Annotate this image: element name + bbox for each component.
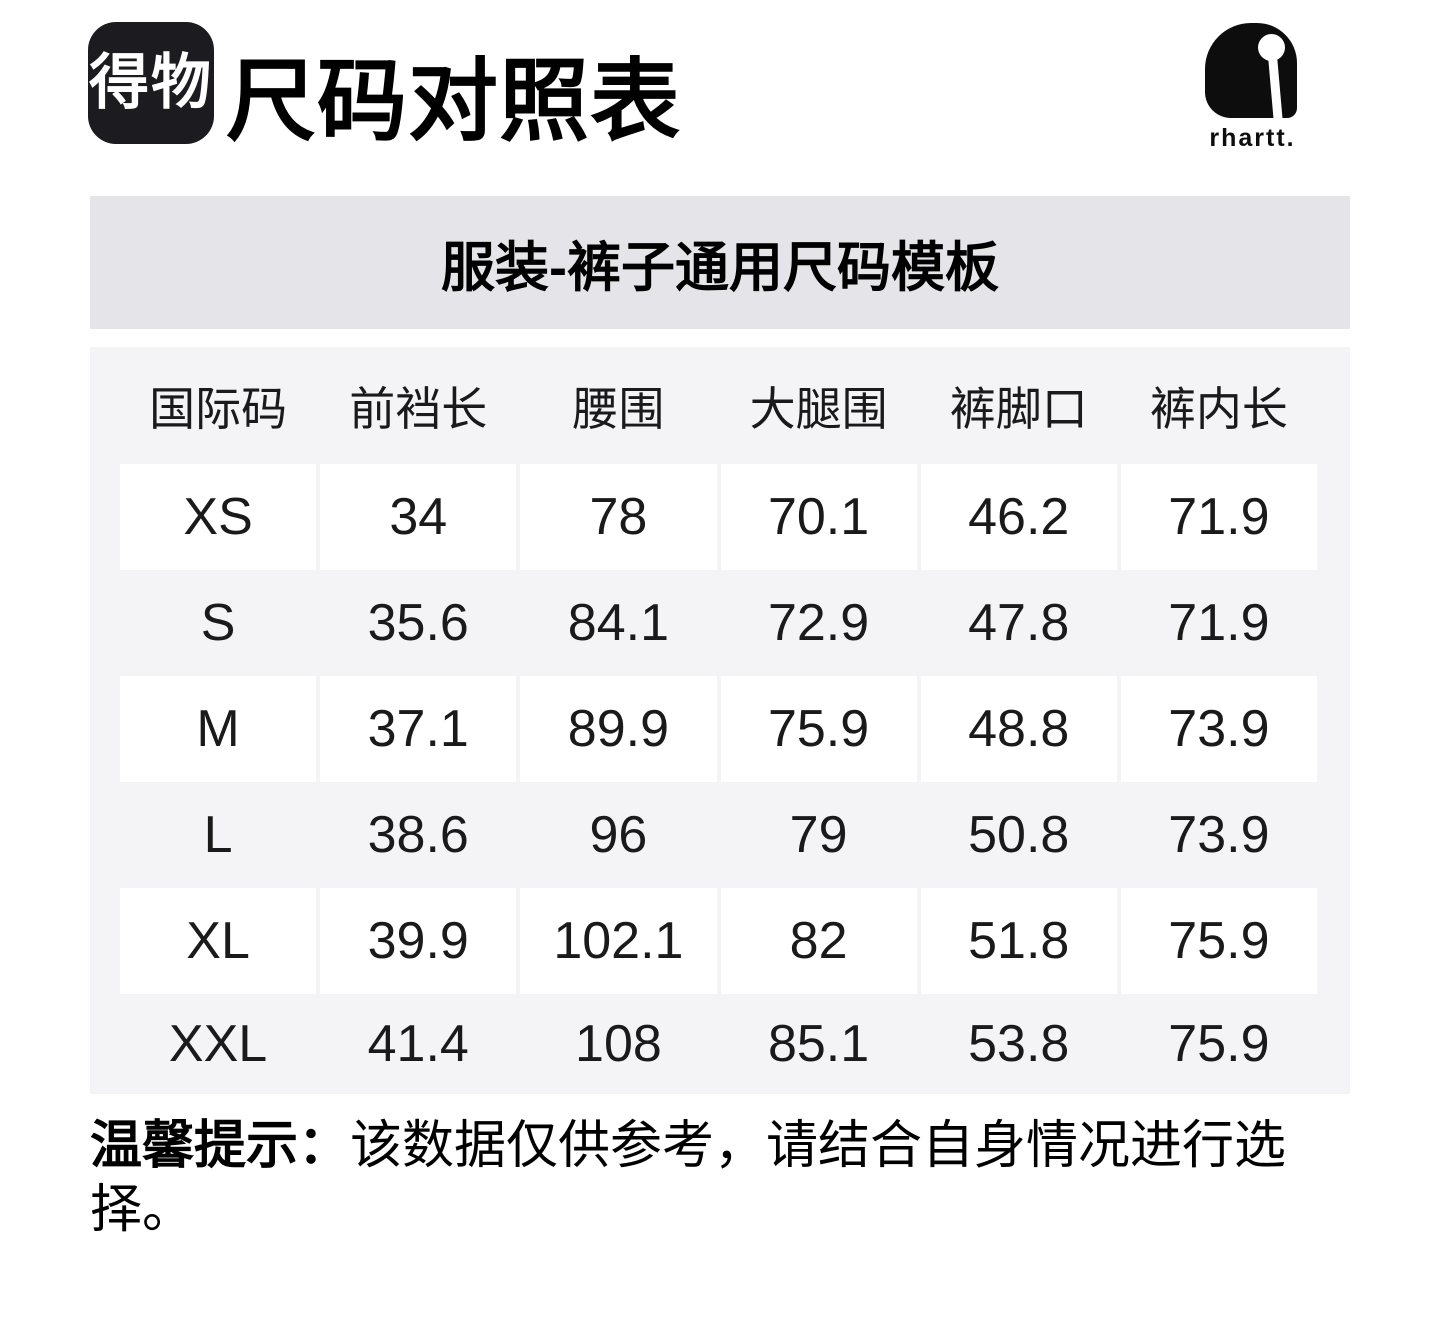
column-header-thigh: 大腿围 <box>749 382 888 435</box>
carhartt-c-slit <box>1267 54 1284 118</box>
dewu-logo: 得物 <box>88 22 214 144</box>
carhartt-c-icon <box>1205 23 1297 118</box>
value-cell: 37.1 <box>320 676 517 782</box>
table-row-s: S 35.6 84.1 72.9 47.8 71.9 <box>120 570 1317 676</box>
value-cell: 85.1 <box>767 1015 870 1073</box>
table-header-row: 国际码 前裆长 腰围 大腿围 裤脚口 裤内长 <box>120 347 1317 464</box>
carhartt-wordmark: rhartt. <box>1209 124 1296 152</box>
column-header-inseam: 裤内长 <box>1149 382 1288 435</box>
table-row-xxl: XXL 41.4 108 85.1 53.8 75.9 <box>120 994 1317 1094</box>
table-row-xl: XL 39.9 102.1 82 51.8 75.9 <box>120 888 1317 994</box>
value-cell: 47.8 <box>968 594 1070 652</box>
value-cell: 50.8 <box>968 806 1070 864</box>
value-cell: 75.9 <box>1120 888 1317 994</box>
size-cell: XXL <box>168 1015 268 1073</box>
value-cell: 53.8 <box>968 1015 1070 1073</box>
size-cell: M <box>120 676 317 782</box>
value-cell: 46.2 <box>920 464 1117 570</box>
value-cell: 73.9 <box>1120 676 1317 782</box>
value-cell: 39.9 <box>320 888 517 994</box>
dewu-logo-text: 得物 <box>89 49 213 116</box>
carhartt-logo: rhartt. <box>1205 23 1300 153</box>
value-cell: 75.9 <box>720 676 917 782</box>
column-header-international-size: 国际码 <box>149 382 288 435</box>
value-cell: 71.9 <box>1120 464 1317 570</box>
value-cell: 82 <box>720 888 917 994</box>
size-cell: XS <box>120 464 317 570</box>
size-cell: S <box>200 594 236 652</box>
notice-label: 温馨提示： <box>90 1117 351 1175</box>
value-cell: 102.1 <box>520 888 717 994</box>
page-title: 尺码对照表 <box>226 51 681 152</box>
column-header-leg-opening: 裤脚口 <box>949 382 1088 435</box>
value-cell: 89.9 <box>520 676 717 782</box>
value-cell: 73.9 <box>1168 806 1270 864</box>
column-header-waist: 腰围 <box>572 382 665 435</box>
value-cell: 70.1 <box>720 464 917 570</box>
value-cell: 75.9 <box>1168 1015 1270 1073</box>
value-cell: 34 <box>320 464 517 570</box>
value-cell: 108 <box>575 1015 662 1073</box>
column-header-front-rise: 前裆长 <box>349 382 488 435</box>
value-cell: 79 <box>789 806 848 864</box>
banner-title: 服装-裤子通用尺码模板 <box>441 238 999 298</box>
value-cell: 41.4 <box>367 1015 469 1073</box>
value-cell: 38.6 <box>367 806 469 864</box>
notice: 温馨提示：该数据仅供参考，请结合自身情况进行选择。 <box>90 1114 1390 1242</box>
value-cell: 48.8 <box>920 676 1117 782</box>
size-cell: L <box>203 806 233 864</box>
table-row-m: M 37.1 89.9 75.9 48.8 73.9 <box>120 676 1317 782</box>
table-row-xs: XS 34 78 70.1 46.2 71.9 <box>120 464 1317 570</box>
size-table: 国际码 前裆长 腰围 大腿围 裤脚口 裤内长 XS 34 78 70.1 46.… <box>90 347 1350 1094</box>
value-cell: 35.6 <box>367 594 469 652</box>
table-row-l: L 38.6 96 79 50.8 73.9 <box>120 782 1317 888</box>
value-cell: 72.9 <box>767 594 870 652</box>
notice-text: 该数据仅供参考，请结合自身情况进行选择。 <box>90 1117 1287 1239</box>
template-banner: 服装-裤子通用尺码模板 <box>90 196 1350 329</box>
value-cell: 71.9 <box>1168 594 1270 652</box>
value-cell: 96 <box>589 806 648 864</box>
value-cell: 78 <box>520 464 717 570</box>
value-cell: 84.1 <box>567 594 670 652</box>
size-cell: XL <box>120 888 317 994</box>
value-cell: 51.8 <box>920 888 1117 994</box>
